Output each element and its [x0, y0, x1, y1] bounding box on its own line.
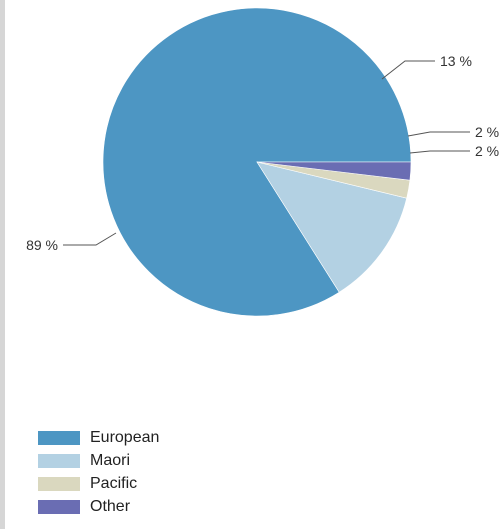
- leader-line-other: [409, 150, 470, 154]
- leader-line-european: [63, 232, 117, 246]
- legend-item-european: European: [38, 426, 159, 449]
- pie-chart: 89 % 13 % 2 % 2 %: [26, 7, 499, 317]
- legend-label-european: European: [90, 428, 160, 446]
- legend-swatch-pacific: [38, 476, 80, 491]
- data-label-pacific: 2 %: [475, 124, 499, 140]
- legend-label-maori: Maori: [90, 451, 131, 469]
- legend-swatch-other: [38, 499, 80, 514]
- left-border: [0, 0, 5, 529]
- pie-slice-other: [256, 161, 412, 181]
- legend-item-maori: Maori: [38, 449, 159, 472]
- pie-slice-maori: [256, 161, 408, 293]
- leader-line-pacific: [407, 131, 470, 137]
- data-label-european: 89 %: [26, 237, 58, 253]
- legend-item-other: Other: [38, 495, 159, 518]
- data-label-maori: 13 %: [440, 53, 472, 69]
- legend-item-pacific: Pacific: [38, 472, 159, 495]
- legend-label-other: Other: [90, 497, 131, 515]
- legend-swatch-european: [38, 430, 80, 445]
- chart-legend: European Maori Pacific Other: [38, 426, 159, 518]
- legend-swatch-maori: [38, 453, 80, 468]
- legend-label-pacific: Pacific: [90, 474, 138, 492]
- data-label-other: 2 %: [475, 143, 499, 159]
- leader-line-maori: [381, 60, 435, 80]
